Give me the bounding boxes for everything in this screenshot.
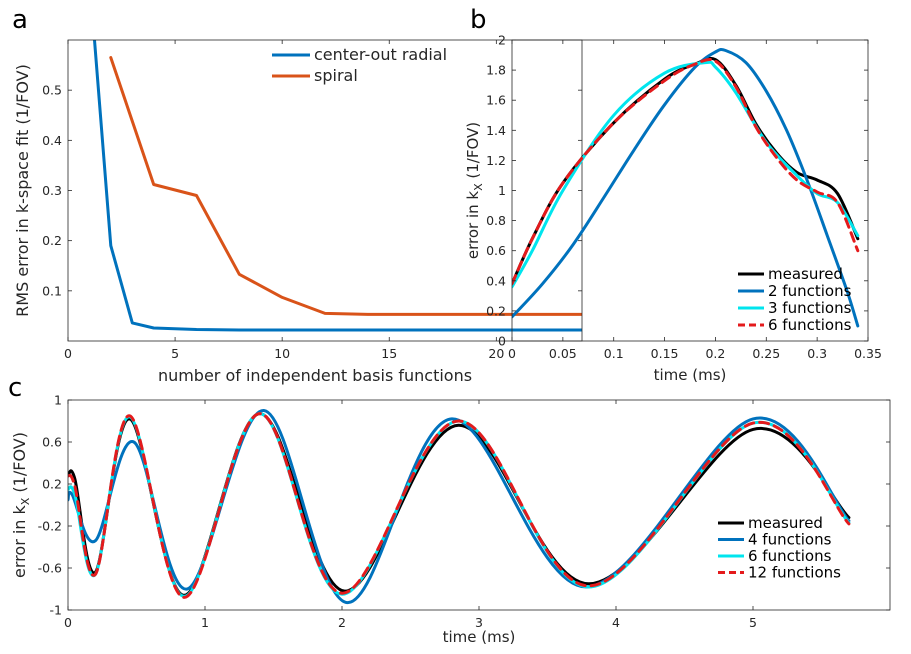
x-tick-label: 0.2: [705, 346, 725, 361]
series-line-12-functions: [68, 412, 851, 599]
x-tick-label: 0.3: [807, 346, 827, 361]
y-tick-label: 0: [498, 334, 506, 349]
y-axis-label: error in kX (1/FOV): [10, 432, 32, 578]
x-tick-label: 3: [475, 615, 483, 630]
y-axis-label-sub: X: [19, 497, 32, 505]
y-tick-label: -1: [50, 603, 62, 618]
series-group: [512, 48, 860, 328]
x-tick-label: 0.35: [854, 346, 882, 361]
y-tick-label: 0.2: [42, 477, 62, 492]
y-tick-label: 0.8: [486, 213, 506, 228]
y-axis-label: error in kX (1/FOV): [464, 122, 485, 259]
legend-label: 3 functions: [768, 299, 852, 317]
panel-letter-c: c: [8, 373, 22, 403]
y-tick-label: -0.2: [38, 519, 62, 534]
x-axis-label: time (ms): [654, 366, 727, 384]
y-tick-label: 0.2: [42, 233, 62, 248]
y-tick-label: 1.8: [486, 63, 506, 78]
series-line-spiral: [109, 56, 582, 316]
y-axis-label-tail: (1/FOV): [464, 122, 482, 184]
x-tick-label: 0.25: [752, 346, 780, 361]
x-tick-label: 20: [488, 346, 504, 361]
y-axis-label: RMS error in k-space fit (1/FOV): [13, 64, 32, 317]
legend-label: center-out radial: [314, 45, 447, 64]
x-tick-label: 10: [274, 346, 290, 361]
series-line-2-functions: [512, 48, 860, 328]
y-tick-label: 1.4: [486, 123, 506, 138]
legend-label: 2 functions: [768, 282, 852, 300]
legend: center-out radial spiral: [272, 45, 447, 85]
series-group: [92, 40, 582, 332]
panel-letter-b: b: [470, 5, 487, 35]
x-tick-label: 0: [64, 615, 72, 630]
panel-c: c 0 1 2 3 4 5 -1 -0.6 -0.2 0.2 0.6 1 time (ms) error i…: [8, 373, 891, 646]
panel-letter-a: a: [12, 5, 28, 35]
x-tick-label: 15: [381, 346, 397, 361]
x-tick-label: 1: [201, 615, 209, 630]
y-tick-label: -0.6: [38, 561, 62, 576]
y-tick-label: 1.2: [486, 153, 506, 168]
x-tick-label: 5: [749, 615, 757, 630]
y-tick-label: 0.6: [42, 435, 62, 450]
y-tick-label: 0.3: [42, 183, 62, 198]
series-group: [68, 408, 851, 605]
x-tick-label: 4: [612, 615, 620, 630]
legend-label: measured: [768, 265, 843, 283]
y-tick-label: 1: [54, 393, 62, 408]
series-line-6-functions: [512, 58, 860, 286]
legend-label: measured: [748, 514, 823, 532]
series-line-measured: [68, 412, 851, 597]
x-axis-label: time (ms): [443, 628, 516, 646]
legend-label: 6 functions: [748, 547, 832, 565]
y-tick-label: 0.1: [42, 283, 62, 298]
legend-label: 6 functions: [768, 316, 852, 334]
x-tick-label: 5: [171, 346, 179, 361]
legend-label: 12 functions: [748, 564, 841, 582]
y-tick-label: 1: [498, 183, 506, 198]
legend-label: 4 functions: [748, 531, 832, 549]
panel-b: b 0 0.05 0.1 0.15 0.2 0.25 0.3 0.35 0 0.2 0.4 0.6 0.8…: [464, 5, 882, 384]
y-axis-label-tail: (1/FOV): [10, 432, 29, 498]
x-tick-label: 2: [338, 615, 346, 630]
x-tick-label: 0.15: [651, 346, 679, 361]
y-axis-label-main: error in k: [464, 191, 482, 260]
y-tick-label: 0.5: [42, 83, 62, 98]
x-tick-label: 0.05: [549, 346, 577, 361]
series-line-center-out-radial: [92, 40, 582, 332]
y-axis-label-sub: X: [472, 183, 485, 191]
y-axis-label-main: error in k: [10, 504, 29, 577]
x-tick-label: 0.1: [604, 346, 624, 361]
x-tick-label: 0: [508, 346, 516, 361]
y-tick-label: 0.4: [486, 273, 506, 288]
x-tick-label: 0: [64, 346, 72, 361]
y-tick-label: 0.6: [486, 243, 506, 258]
series-line-measured: [512, 56, 860, 286]
y-tick-label: 0.4: [42, 133, 62, 148]
legend-label: spiral: [314, 66, 358, 85]
y-tick-label: 0.2: [486, 303, 506, 318]
y-tick-label: 1.6: [486, 93, 506, 108]
y-tick-label: 2: [498, 33, 506, 48]
x-axis-label: number of independent basis functions: [158, 366, 472, 385]
